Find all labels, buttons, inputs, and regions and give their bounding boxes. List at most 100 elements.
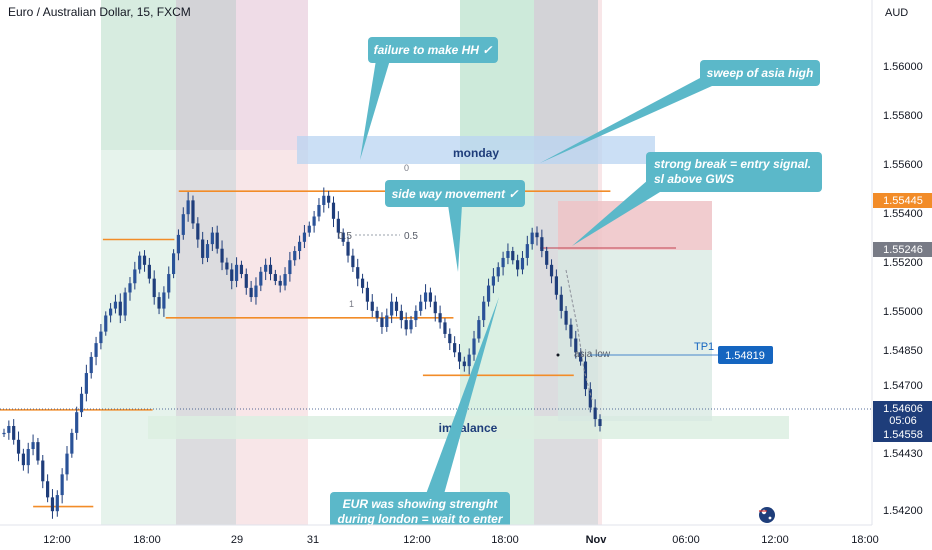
candle-body bbox=[171, 253, 176, 275]
time-axis-bg bbox=[0, 525, 872, 550]
candle-body bbox=[375, 310, 379, 318]
tp-tag bbox=[718, 346, 773, 364]
candle-body bbox=[50, 497, 55, 512]
time-tick-label: 31 bbox=[307, 534, 319, 546]
candle-body bbox=[55, 495, 59, 512]
time-axis-ticks: 12:00 18:00 29 31 12:00 18:00 Nov 06:00 12:00 18:… bbox=[43, 534, 879, 546]
take-profit-zone bbox=[558, 250, 712, 421]
price-tick-label: 1.55200 bbox=[883, 257, 923, 269]
candle-body bbox=[283, 274, 287, 286]
candle-body bbox=[99, 331, 103, 344]
asia-low-label: asia low bbox=[574, 349, 611, 360]
time-tick-label: 06:00 bbox=[672, 534, 700, 546]
imbalance-zone bbox=[148, 416, 789, 439]
candle-body bbox=[569, 324, 573, 339]
candle-body bbox=[486, 285, 491, 302]
candle-body bbox=[244, 274, 248, 288]
australia-flag-icon[interactable] bbox=[759, 507, 775, 523]
candle-body bbox=[41, 460, 45, 482]
candle-body bbox=[385, 315, 389, 327]
candle-body bbox=[79, 393, 84, 413]
candle-body bbox=[7, 426, 11, 433]
candle-body bbox=[138, 255, 142, 270]
price-tick-label: 1.54430 bbox=[883, 448, 923, 460]
session-band-london-2-top bbox=[460, 0, 534, 150]
monday-label: monday bbox=[453, 146, 499, 160]
fib-label-1: 1 bbox=[349, 299, 354, 309]
candle-body bbox=[453, 343, 457, 353]
candle-body bbox=[341, 232, 345, 242]
candle-body bbox=[152, 278, 156, 298]
candle-body bbox=[380, 317, 384, 327]
candle-body bbox=[399, 310, 403, 321]
fib-label-05-b: 0.5 bbox=[404, 231, 418, 242]
candle-body bbox=[104, 315, 108, 332]
candle-body bbox=[133, 269, 137, 284]
candle-body bbox=[327, 195, 331, 203]
price-tag-current bbox=[873, 401, 932, 442]
candle-body bbox=[462, 361, 466, 367]
candle-body bbox=[249, 287, 253, 298]
candle-body bbox=[365, 287, 370, 302]
candle-body bbox=[419, 301, 423, 311]
price-tag-orange-value: 1.55445 bbox=[883, 195, 923, 207]
candle-body bbox=[113, 301, 118, 309]
candle-body bbox=[564, 310, 568, 325]
stop-loss-zone bbox=[558, 201, 712, 250]
candle-body bbox=[162, 292, 166, 309]
callout-sideway: side way movement ✓ bbox=[385, 180, 525, 272]
price-tag-current-value: 1.54606 bbox=[883, 403, 923, 415]
candle-body bbox=[16, 439, 21, 454]
price-tag-grey bbox=[873, 242, 932, 257]
candle-body bbox=[525, 244, 529, 258]
candle-body bbox=[491, 276, 495, 286]
candle-body bbox=[259, 271, 263, 286]
session-band-ny-2-top bbox=[534, 0, 598, 150]
time-tick-label: 29 bbox=[231, 534, 243, 546]
candle-body bbox=[176, 234, 181, 254]
candle-body bbox=[230, 269, 234, 281]
price-tag-low-value: 1.54558 bbox=[883, 429, 923, 441]
candle-body bbox=[477, 320, 481, 339]
callout-failure: failure to make HH ✓ bbox=[360, 37, 498, 160]
candle-body bbox=[31, 442, 35, 450]
candle-body bbox=[409, 320, 413, 330]
tp-label: TP1 bbox=[694, 341, 714, 353]
candle-body bbox=[46, 481, 50, 498]
candle-body bbox=[511, 251, 515, 261]
candle-body bbox=[520, 257, 525, 270]
time-tick-label: 18:00 bbox=[133, 534, 161, 546]
callout-sweep-text: sweep of asia high bbox=[707, 66, 814, 80]
price-tick-label: 1.55400 bbox=[883, 208, 923, 220]
candle-body bbox=[205, 244, 210, 258]
candle-body bbox=[220, 248, 224, 263]
candle-body bbox=[356, 267, 360, 279]
candle-body bbox=[142, 255, 147, 265]
candle-body bbox=[210, 232, 214, 245]
candle-body bbox=[549, 264, 554, 277]
candle-body bbox=[302, 232, 307, 242]
price-tick-label: 1.54700 bbox=[883, 380, 923, 392]
tp-tag-value: 1.54819 bbox=[725, 350, 765, 362]
candle-body bbox=[293, 251, 297, 261]
time-tick-label: Nov bbox=[586, 534, 608, 546]
candle-body bbox=[457, 352, 462, 362]
candle-body bbox=[21, 453, 25, 466]
time-tick-label: 12:00 bbox=[403, 534, 431, 546]
candle-body bbox=[496, 267, 500, 277]
price-tag-orange bbox=[873, 193, 932, 208]
candle-body bbox=[278, 280, 282, 286]
candle-body bbox=[423, 292, 428, 302]
candle-body bbox=[118, 301, 122, 316]
candle-body bbox=[404, 320, 408, 330]
candle-body bbox=[147, 264, 151, 279]
projection-path bbox=[565, 269, 593, 401]
candle-body bbox=[554, 276, 558, 295]
candle-body bbox=[191, 200, 195, 224]
candle-body bbox=[84, 373, 88, 394]
candle-body bbox=[307, 225, 311, 233]
candle-body bbox=[123, 292, 127, 316]
candle-body bbox=[559, 294, 563, 311]
chart-title: Euro / Australian Dollar, 15, FXCM bbox=[8, 5, 191, 19]
candle-body bbox=[225, 262, 229, 270]
